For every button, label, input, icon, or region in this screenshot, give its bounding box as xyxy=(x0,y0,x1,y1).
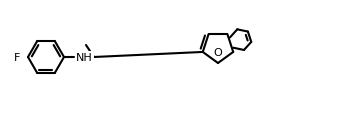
Text: F: F xyxy=(14,53,20,62)
Text: O: O xyxy=(214,48,222,58)
Text: NH: NH xyxy=(76,53,93,62)
